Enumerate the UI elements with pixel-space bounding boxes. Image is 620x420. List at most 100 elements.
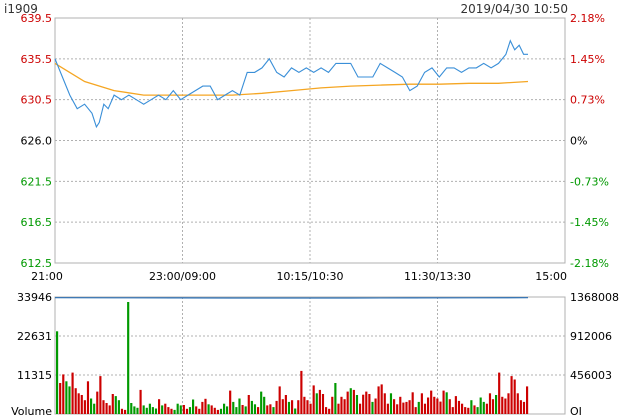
volume-bar bbox=[151, 407, 154, 414]
volume-bar bbox=[470, 400, 473, 414]
volume-axis-label: Volume bbox=[11, 405, 52, 418]
volume-panel: 33946 1368008 22631 912006 11315 456003 Volume… bbox=[11, 291, 619, 418]
volume-bar bbox=[476, 407, 479, 414]
volume-bar bbox=[405, 401, 408, 414]
volume-bar bbox=[154, 408, 158, 414]
price-panel: 639.5 2.18% 635.5 1.45% 630.5 0.73% 626.0 0% 621… bbox=[21, 12, 609, 283]
volume-bar bbox=[355, 395, 359, 414]
volume-y-tick-label: 11315 bbox=[17, 369, 52, 382]
volume-bar bbox=[188, 407, 192, 414]
volume-bar bbox=[263, 396, 266, 414]
volume-bar bbox=[337, 403, 340, 414]
volume-bar bbox=[318, 389, 321, 414]
volume-bar bbox=[343, 399, 346, 414]
price-y-tick-label: 630.5 bbox=[21, 94, 53, 107]
volume-bar bbox=[365, 391, 368, 414]
volume-bar bbox=[306, 400, 309, 414]
price-y-tick-label: 639.5 bbox=[21, 12, 53, 25]
volume-bar bbox=[250, 400, 253, 414]
volume-bar bbox=[226, 406, 229, 414]
volume-bar bbox=[501, 396, 504, 414]
volume-bar bbox=[374, 398, 377, 414]
volume-bar bbox=[182, 405, 185, 414]
volume-bar bbox=[56, 331, 59, 414]
time-x-tick-label: 23:00/09:00 bbox=[149, 270, 216, 283]
volume-bar bbox=[454, 396, 457, 414]
volume-bar bbox=[96, 391, 99, 414]
volume-bar bbox=[120, 408, 124, 414]
time-x-tick-label: 15:00 bbox=[535, 270, 567, 283]
percent-y-tick-label: 2.18% bbox=[570, 12, 605, 25]
volume-bar bbox=[433, 396, 436, 414]
volume-bar bbox=[427, 397, 430, 414]
volume-bar bbox=[383, 393, 386, 414]
volume-bar bbox=[408, 400, 411, 414]
volume-bar bbox=[461, 403, 464, 414]
percent-y-tick-label: -1.45% bbox=[570, 216, 609, 229]
volume-bar bbox=[380, 384, 383, 414]
volume-bar bbox=[223, 403, 226, 414]
volume-bar bbox=[488, 393, 492, 414]
volume-bar bbox=[59, 383, 62, 414]
percent-y-tick-label: -2.18% bbox=[570, 257, 609, 270]
volume-bar bbox=[111, 394, 114, 414]
volume-bar bbox=[192, 399, 195, 414]
volume-bar bbox=[93, 403, 96, 414]
volume-bar bbox=[331, 396, 334, 414]
volume-bar bbox=[77, 393, 80, 414]
price-y-tick-label: 612.5 bbox=[21, 257, 53, 270]
volume-bar bbox=[457, 400, 461, 414]
volume-bar bbox=[414, 407, 417, 414]
volume-bar bbox=[291, 400, 294, 414]
volume-bar bbox=[275, 400, 278, 414]
volume-bar bbox=[442, 390, 445, 414]
volume-bar bbox=[334, 383, 337, 414]
volume-bar bbox=[340, 396, 343, 414]
volume-bar bbox=[287, 401, 291, 414]
volume-bar bbox=[102, 400, 105, 414]
average-price-line bbox=[54, 62, 529, 96]
volume-bar bbox=[297, 400, 300, 414]
volume-bar bbox=[173, 409, 176, 414]
volume-bar bbox=[167, 407, 170, 414]
volume-bar bbox=[266, 405, 269, 414]
volume-bar bbox=[74, 388, 77, 414]
volume-bar bbox=[389, 393, 393, 414]
volume-bar bbox=[491, 399, 495, 414]
volume-bar bbox=[467, 407, 470, 414]
volume-bar bbox=[328, 408, 331, 414]
volume-bar bbox=[80, 395, 83, 414]
oi-y-tick-label: 456003 bbox=[570, 369, 612, 382]
volume-bar bbox=[321, 394, 325, 414]
volume-bar bbox=[210, 405, 213, 414]
volume-bar bbox=[185, 408, 189, 414]
percent-y-tick-label: -0.73% bbox=[570, 175, 609, 188]
volume-bar bbox=[158, 399, 161, 414]
volume-bar bbox=[507, 393, 510, 414]
volume-bar bbox=[482, 401, 485, 414]
volume-bar bbox=[133, 406, 136, 414]
volume-bar bbox=[362, 394, 365, 414]
volume-bar bbox=[219, 408, 223, 414]
volume-bar bbox=[86, 381, 90, 414]
volume-bar bbox=[105, 403, 108, 414]
volume-bar bbox=[127, 302, 130, 414]
volume-bar bbox=[420, 393, 423, 414]
volume-bar bbox=[479, 397, 482, 414]
oi-axis-label: OI bbox=[570, 405, 582, 418]
volume-bar bbox=[253, 404, 257, 414]
volume-bar bbox=[346, 391, 349, 414]
volume-bar bbox=[439, 401, 442, 414]
volume-bar bbox=[485, 403, 488, 414]
price-y-tick-label: 626.0 bbox=[21, 135, 53, 148]
volume-bar bbox=[430, 390, 433, 414]
volume-bar bbox=[198, 408, 201, 414]
volume-bar bbox=[260, 391, 263, 414]
volume-bar bbox=[272, 407, 275, 414]
volume-bar bbox=[164, 403, 167, 414]
volume-bar bbox=[139, 389, 142, 414]
volume-bar bbox=[473, 405, 476, 414]
volume-bar bbox=[281, 399, 284, 414]
volume-bar bbox=[504, 398, 507, 414]
